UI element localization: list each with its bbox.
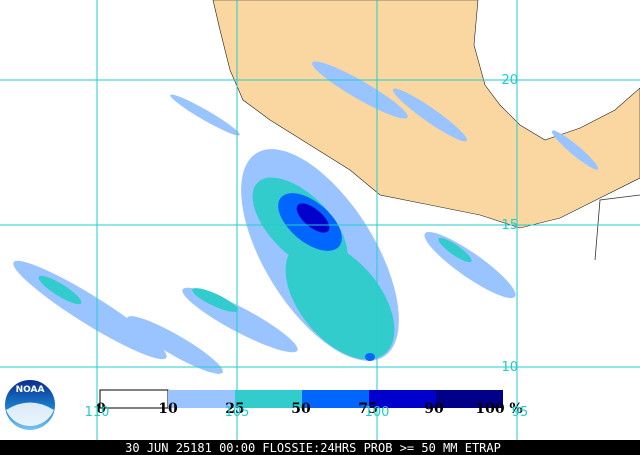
border	[594, 194, 640, 261]
caption: 30 JUN 25181 00:00 FLOSSIE:24HRS PROB >=…	[125, 441, 501, 455]
legend-label: 50	[291, 401, 311, 417]
rain-area	[551, 130, 599, 170]
legend-label: 75	[358, 401, 377, 417]
rain-area	[392, 88, 468, 142]
legend-label: 10	[158, 401, 178, 417]
legend-label: 25	[225, 401, 244, 417]
rain-area	[170, 94, 240, 136]
rain-area	[438, 237, 472, 263]
rain-area	[312, 61, 408, 119]
lat-label: 15	[501, 218, 518, 233]
rain-area	[365, 353, 375, 361]
rain-area	[38, 275, 82, 305]
legend-swatch	[302, 390, 369, 408]
lon-label: 100	[365, 405, 390, 420]
legend: 0 10 25 50 75 90 100 %	[96, 389, 523, 417]
lon-label: 110	[85, 405, 110, 420]
noaa-logo: NOAA	[3, 378, 57, 432]
legend-swatch	[369, 390, 436, 408]
legend-swatch	[168, 390, 235, 408]
lat-label: 10	[501, 360, 518, 375]
legend-swatch	[436, 390, 503, 408]
legend-label: 0	[96, 401, 106, 417]
rain-area	[127, 316, 223, 374]
logo-text: NOAA	[16, 385, 45, 395]
lon-label: 95	[512, 405, 529, 420]
rain-area	[285, 240, 395, 360]
rain-area	[192, 288, 238, 312]
caption-bar	[0, 440, 640, 455]
legend-label: 100	[475, 401, 504, 417]
graticule	[0, 0, 640, 440]
lon-label: 105	[225, 405, 250, 420]
legend-unit: %	[509, 401, 522, 417]
rain-probability	[13, 61, 599, 374]
logo-wave	[6, 402, 54, 427]
legend-label: 90	[424, 401, 444, 417]
lat-label: 20	[501, 73, 518, 88]
legend-swatch	[235, 390, 302, 408]
